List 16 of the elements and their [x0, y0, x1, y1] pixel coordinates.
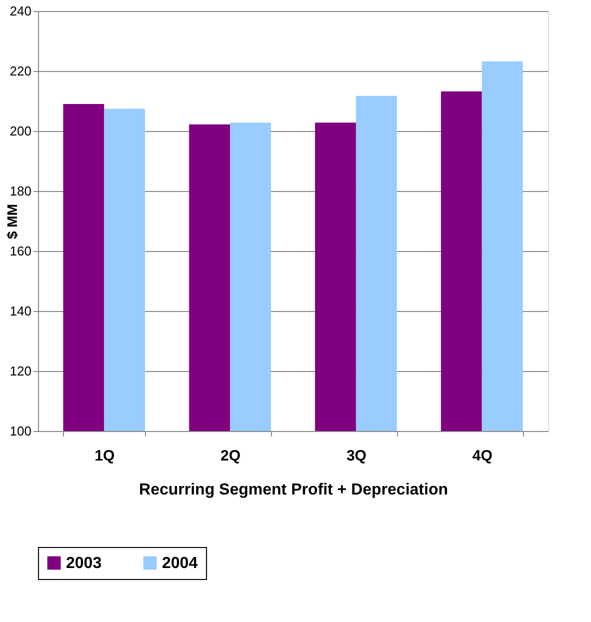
y-tick-label: 100 [10, 424, 32, 438]
y-axis-title: $ MM [4, 204, 20, 239]
y-tick-label: 160 [10, 244, 32, 258]
x-tick-label: 2Q [220, 448, 241, 464]
legend-label: 2003 [66, 555, 102, 572]
y-tick-label: 220 [10, 64, 32, 78]
y-tick-label: 180 [10, 184, 32, 198]
y-tick-label: 240 [10, 4, 32, 18]
x-tick-label: 4Q [472, 448, 493, 464]
x-tick-label: 1Q [94, 448, 115, 464]
y-tick-label: 140 [10, 304, 32, 318]
legend-label: 2004 [162, 555, 198, 572]
y-tick-label: 120 [10, 364, 32, 378]
x-tick-label: 3Q [346, 448, 367, 464]
y-tick-label: 200 [10, 124, 32, 138]
x-axis-title: Recurring Segment Profit + Depreciation [139, 482, 448, 498]
